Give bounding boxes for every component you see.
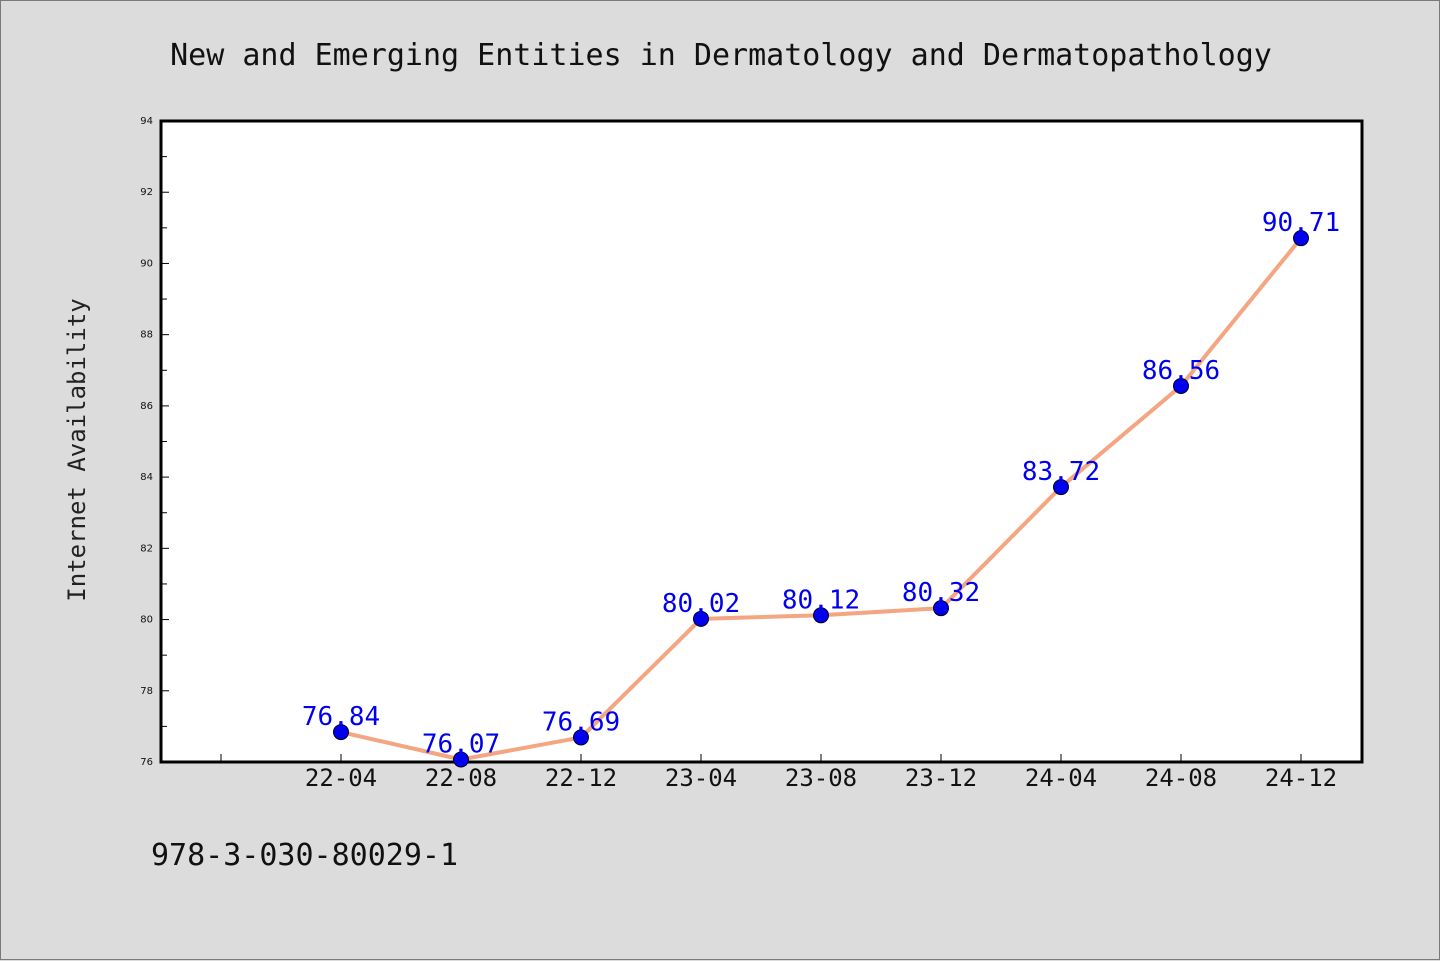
data-point xyxy=(1293,230,1309,247)
y-tick-label: 92 xyxy=(140,187,153,198)
y-tick-label: 82 xyxy=(140,543,153,554)
data-point xyxy=(333,724,349,741)
data-point xyxy=(933,600,949,617)
data-point xyxy=(693,610,709,627)
y-tick-label: 86 xyxy=(140,401,153,412)
x-axis-ticks: 22-04 22-08 22-12 23-04 23-08 23-12 24-04 24-08… xyxy=(220,754,1337,792)
data-label: 86.56 xyxy=(1142,356,1220,386)
y-tick-label: 94 xyxy=(140,116,153,127)
data-points xyxy=(333,230,1309,768)
x-tick-label: 22-08 xyxy=(425,764,497,792)
data-label: 76.84 xyxy=(302,702,380,732)
y-tick-label: 84 xyxy=(140,472,153,483)
y-axis-label: Internet Availability xyxy=(63,298,91,601)
data-label: 76.69 xyxy=(542,707,620,737)
data-point xyxy=(1053,479,1069,496)
data-label: 80.32 xyxy=(902,578,980,608)
data-point xyxy=(573,729,589,746)
x-tick-label: 23-04 xyxy=(665,764,737,792)
data-point xyxy=(1173,377,1189,394)
y-tick-label: 78 xyxy=(140,686,153,697)
isbn-text: 978-3-030-80029-1 xyxy=(151,838,458,873)
data-label: 80.12 xyxy=(782,585,860,615)
chart-title: New and Emerging Entities in Dermatology… xyxy=(170,38,1272,73)
y-tick-label: 76 xyxy=(140,757,153,768)
plot-area xyxy=(159,119,1364,764)
data-label: 76.07 xyxy=(422,730,500,760)
data-point xyxy=(453,751,469,768)
x-tick-label: 24-08 xyxy=(1145,764,1217,792)
y-axis-ticks: 76 78 80 82 84 86 88 90 92 94 xyxy=(140,116,169,768)
x-tick-label: 24-04 xyxy=(1025,764,1097,792)
x-tick-label: 22-12 xyxy=(545,764,617,792)
y-tick-label: 80 xyxy=(140,615,153,626)
data-label: 90.71 xyxy=(1262,208,1340,238)
x-tick-label: 23-08 xyxy=(785,764,857,792)
data-labels: 76.84 76.07 76.69 80.02 80.12 80.32 83.72 86.56… xyxy=(302,208,1340,759)
data-label: 80.02 xyxy=(662,589,740,619)
y-tick-label: 88 xyxy=(140,330,153,341)
x-tick-label: 23-12 xyxy=(905,764,977,792)
x-tick-label: 24-12 xyxy=(1265,764,1337,792)
data-point xyxy=(813,607,829,624)
x-tick-label: 22-04 xyxy=(305,764,377,792)
y-tick-label: 90 xyxy=(140,258,153,269)
data-label: 83.72 xyxy=(1022,457,1100,487)
